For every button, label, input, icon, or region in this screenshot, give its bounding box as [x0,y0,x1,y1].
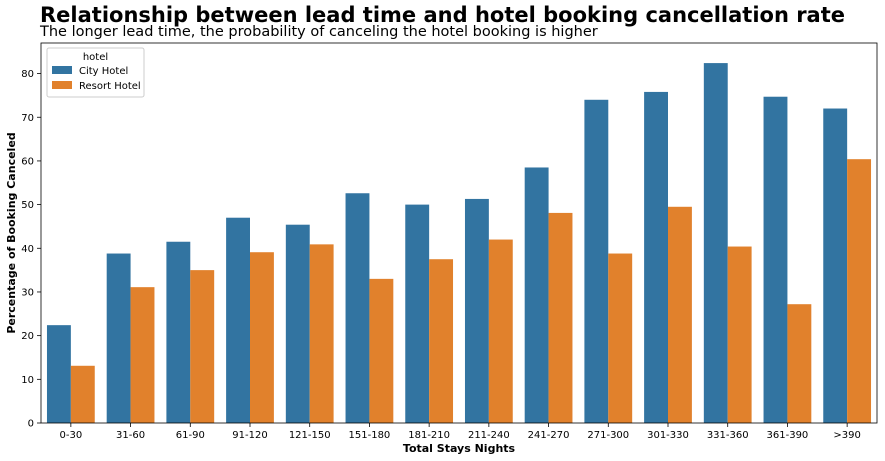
legend-swatch-resort-hotel [52,81,72,89]
x-tick-label-4: 121-150 [289,430,331,441]
bar-city-hotel-5 [345,193,370,423]
bar-resort-hotel-5 [369,278,394,423]
bar-resort-hotel-12 [787,304,812,423]
bar-city-hotel-4 [285,224,310,423]
legend-title: hotel [83,52,108,63]
y-tick-label-30: 30 [21,287,34,298]
x-tick-label-13: >390 [833,430,860,441]
bar-city-hotel-0 [46,325,71,423]
y-tick-label-0: 0 [28,419,34,430]
y-tick-label-40: 40 [21,244,34,255]
bar-city-hotel-12 [763,96,788,423]
bar-resort-hotel-0 [70,365,95,423]
x-tick-label-11: 331-360 [707,430,749,441]
legend-swatch-city-hotel [52,66,72,74]
bar-city-hotel-8 [524,167,549,423]
x-tick-label-3: 91-120 [232,430,267,441]
y-tick-label-10: 10 [21,375,34,386]
bar-city-hotel-2 [166,241,191,423]
y-tick-label-70: 70 [21,113,34,124]
x-axis: 0-30 31-60 61-90 91-120 121-150 151-180 181-21… [60,423,861,441]
x-tick-label-8: 241-270 [528,430,570,441]
bar-resort-hotel-10 [668,206,692,423]
bar-resort-hotel-3 [250,252,274,423]
bars-layer [46,63,872,424]
bar-resort-hotel-8 [548,212,573,423]
y-tick-label-20: 20 [21,331,34,342]
bar-city-hotel-6 [405,204,430,423]
bar-city-hotel-13 [823,108,848,424]
bar-resort-hotel-6 [429,259,454,423]
y-tick-label-60: 60 [21,156,34,167]
y-axis: 0 10 20 30 40 50 60 70 80 [21,69,41,430]
bar-resort-hotel-4 [309,244,334,423]
plot-frame [40,42,878,424]
x-tick-label-2: 61-90 [176,430,205,441]
bar-resort-hotel-2 [190,270,215,423]
legend-label-city-hotel: City Hotel [79,66,128,77]
bar-city-hotel-11 [703,63,728,424]
x-tick-label-5: 151-180 [349,430,391,441]
bar-resort-hotel-11 [727,246,752,423]
y-tick-label-80: 80 [21,69,34,80]
bar-city-hotel-7 [464,198,489,423]
bar-resort-hotel-1 [130,287,155,423]
legend-label-resort-hotel: Resort Hotel [79,81,141,92]
legend: hotel City Hotel Resort Hotel [46,47,145,98]
bar-resort-hotel-7 [488,239,513,423]
x-tick-label-10: 301-330 [647,430,689,441]
x-tick-label-0: 0-30 [60,430,83,441]
x-tick-label-1: 31-60 [116,430,145,441]
bar-resort-hotel-13 [847,159,872,423]
y-tick-label-50: 50 [21,200,34,211]
bar-resort-hotel-9 [608,253,633,423]
x-tick-label-7: 211-240 [468,430,510,441]
chart-subtitle: The longer lead time, the probability of… [40,24,598,40]
x-tick-label-12: 361-390 [767,430,809,441]
x-tick-label-9: 271-300 [587,430,629,441]
x-axis-label: Total Stays Nights [403,442,516,455]
bar-city-hotel-3 [226,217,250,423]
y-axis-label: Percentage of Booking Canceled [5,132,18,333]
chart-title: Relationship between lead time and hotel… [40,3,846,27]
bar-city-hotel-1 [106,253,131,423]
bar-city-hotel-9 [584,99,609,423]
x-tick-label-6: 181-210 [408,430,450,441]
bar-city-hotel-10 [644,91,668,424]
